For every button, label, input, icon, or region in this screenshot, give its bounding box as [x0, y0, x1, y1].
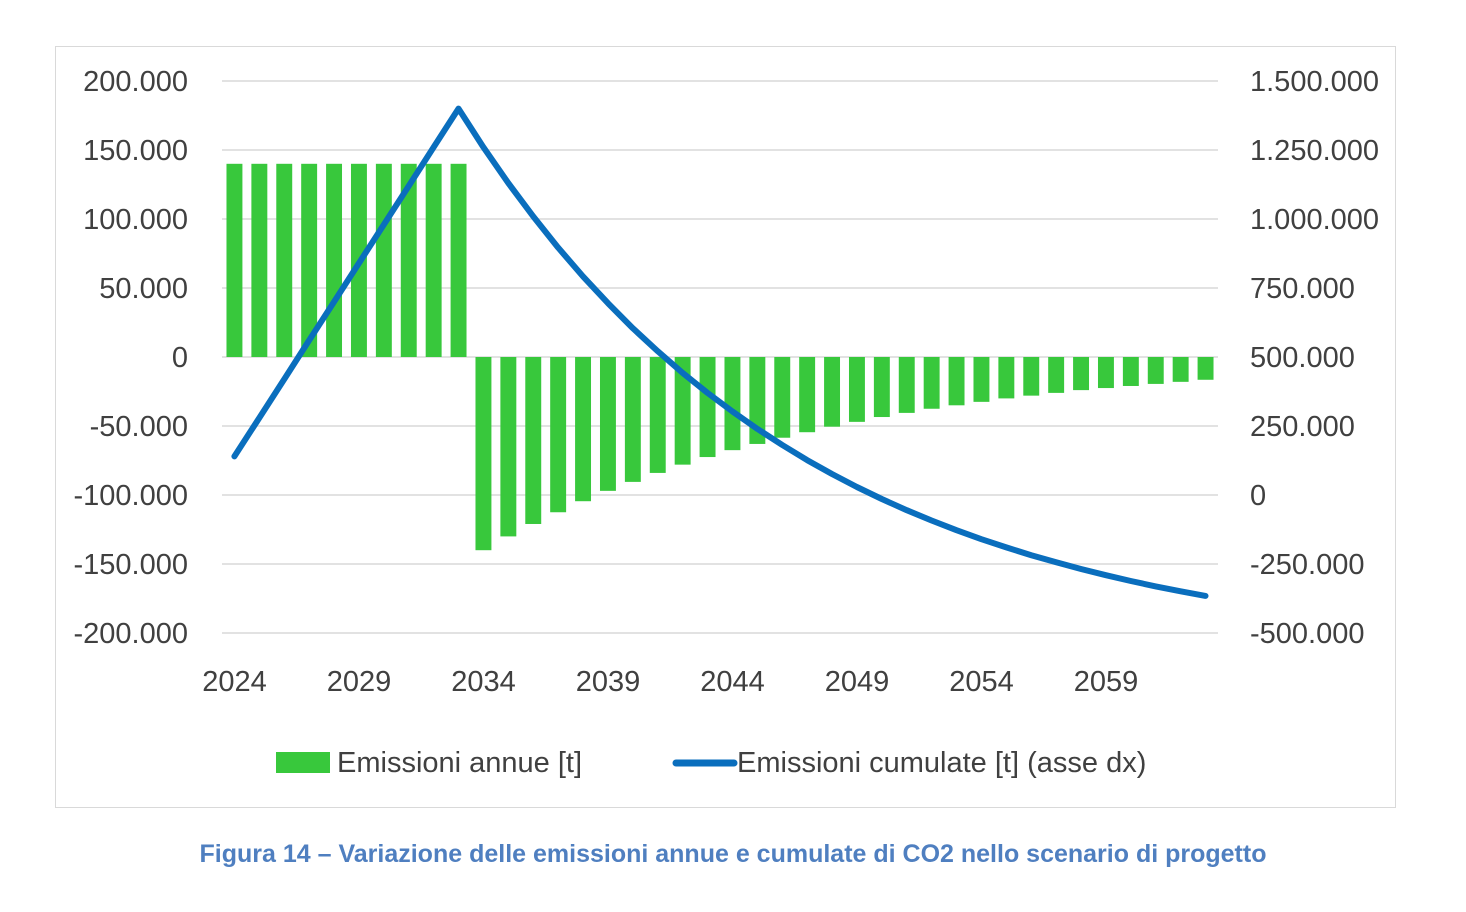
x-tick-label: 2054 — [949, 666, 1014, 698]
bar-2056 — [1023, 357, 1040, 396]
bar-2033 — [450, 163, 467, 357]
bar-2032 — [425, 163, 442, 357]
bar-2055 — [998, 357, 1015, 399]
bar-2041 — [649, 357, 666, 473]
bar-2035 — [500, 357, 517, 537]
bar-2024 — [226, 163, 243, 357]
bar-2036 — [525, 357, 542, 524]
legend-label-bars: Emissioni annue [t] — [337, 747, 582, 779]
bar-2039 — [599, 357, 616, 491]
right-tick-label: 1.500.000 — [1250, 66, 1379, 98]
bar-series — [226, 163, 1214, 551]
bar-2047 — [799, 357, 816, 433]
right-tick-label: -250.000 — [1250, 549, 1365, 581]
right-tick-label: 1.250.000 — [1250, 135, 1379, 167]
x-tick-label: 2034 — [451, 666, 516, 698]
bar-2044 — [724, 357, 741, 451]
bar-2030 — [375, 163, 392, 357]
bar-2061 — [1147, 357, 1164, 384]
legend-label-line: Emissioni cumulate [t] (asse dx) — [737, 747, 1146, 779]
x-tick-label: 2024 — [202, 666, 267, 698]
left-tick-label: -50.000 — [90, 411, 188, 443]
cumulative-line — [231, 105, 1209, 599]
x-tick-label: 2039 — [576, 666, 641, 698]
bar-2037 — [550, 357, 567, 513]
right-tick-label: -500.000 — [1250, 618, 1365, 650]
bar-2052 — [923, 357, 940, 409]
left-tick-label: 200.000 — [83, 66, 188, 98]
bar-2057 — [1048, 357, 1065, 393]
bar-2034 — [475, 357, 492, 551]
bar-2063 — [1197, 357, 1214, 380]
bar-2042 — [674, 357, 691, 465]
left-tick-label: -150.000 — [74, 549, 189, 581]
left-tick-label: -100.000 — [74, 480, 189, 512]
figure-caption: Figura 14 – Variazione delle emissioni a… — [199, 840, 1267, 868]
gridlines — [222, 80, 1218, 634]
bar-2059 — [1097, 357, 1114, 389]
right-tick-label: 500.000 — [1250, 342, 1355, 374]
x-tick-label: 2029 — [327, 666, 392, 698]
x-axis-ticks: 2024 2029 2034 2039 2044 2049 2054 2059 — [202, 666, 1138, 698]
bar-2027 — [301, 163, 318, 357]
right-tick-label: 0 — [1250, 480, 1266, 512]
left-tick-label: 50.000 — [99, 273, 188, 305]
bar-2062 — [1172, 357, 1189, 382]
bar-2028 — [326, 163, 343, 357]
bar-2053 — [948, 357, 965, 406]
left-tick-label: 100.000 — [83, 204, 188, 236]
bar-2049 — [848, 357, 865, 422]
bar-2040 — [624, 357, 641, 482]
left-tick-label: 150.000 — [83, 135, 188, 167]
line-series — [231, 105, 1209, 599]
right-tick-label: 750.000 — [1250, 273, 1355, 305]
bar-2046 — [774, 357, 791, 438]
bar-2060 — [1122, 357, 1139, 386]
x-tick-label: 2059 — [1074, 666, 1139, 698]
bar-2043 — [699, 357, 716, 458]
legend-swatch-bars — [276, 752, 330, 773]
bar-2048 — [824, 357, 841, 427]
right-tick-label: 1.000.000 — [1250, 204, 1379, 236]
bar-2051 — [898, 357, 915, 413]
left-tick-label: 0 — [172, 342, 188, 374]
bar-2058 — [1073, 357, 1090, 391]
x-tick-label: 2044 — [700, 666, 765, 698]
bar-2038 — [575, 357, 592, 502]
x-tick-label: 2049 — [825, 666, 890, 698]
bar-2054 — [973, 357, 990, 402]
left-tick-label: -200.000 — [74, 618, 189, 650]
right-tick-label: 250.000 — [1250, 411, 1355, 443]
left-axis-ticks: 200.000 150.000 100.000 50.000 0 -50.000 -100.… — [74, 66, 189, 650]
legend: Emissioni annue [t] Emissioni cumulate [… — [276, 747, 1146, 779]
bar-2031 — [400, 163, 417, 357]
bar-2025 — [251, 163, 268, 357]
bar-2050 — [873, 357, 890, 418]
bar-2026 — [276, 163, 293, 357]
bar-2045 — [749, 357, 766, 444]
right-axis-ticks: 1.500.000 1.250.000 1.000.000 750.000 500.00… — [1250, 66, 1379, 650]
